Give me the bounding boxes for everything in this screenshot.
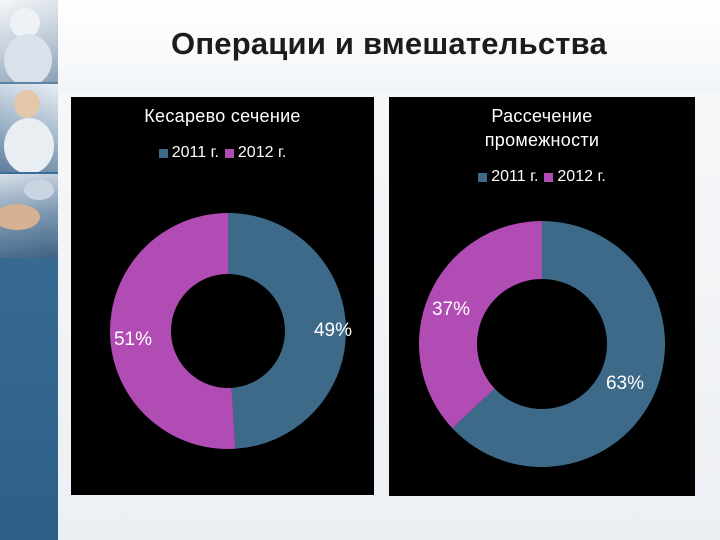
chart-title-caesarean: Кесарево сечение [144, 106, 301, 126]
legend-label-2011: 2011 г. [171, 144, 219, 161]
legend-swatch-2011 [478, 172, 488, 182]
medical-photo-middle [0, 84, 58, 172]
medical-photo-top [0, 0, 58, 82]
legend-label-2011: 2011 г. [491, 168, 539, 185]
chart-title-episiotomy-line-1: Рассечение [491, 106, 593, 126]
legend-swatch-2011 [158, 148, 168, 158]
chart-panel-episiotomy: Рассечение промежности 2011 г. 2012 г. 6… [389, 97, 695, 496]
legend-label-2012: 2012 г. [237, 144, 287, 161]
legend-item-2012: 2012 г. [224, 144, 287, 162]
legend-swatch-2012 [544, 172, 554, 182]
legend-swatch-2012 [224, 148, 234, 158]
legend-episiotomy: 2011 г. 2012 г. [389, 168, 695, 186]
medical-photo-bottom [0, 174, 58, 258]
data-label-episiotomy-2012: 37% [432, 299, 470, 320]
slice-caesarean-2012 [110, 213, 236, 449]
title-band [58, 0, 720, 92]
slice-caesarean-2011 [228, 213, 347, 449]
slice-episiotomy-2011 [452, 221, 665, 467]
chart-title-episiotomy: Рассечение промежности [389, 104, 695, 152]
doughnut-chart-episiotomy: 63% 37% [419, 221, 665, 467]
legend-item-2011: 2011 г. [478, 168, 538, 186]
chart-panel-caesarean: Кесарево сечение 2011 г. 2012 г. 49% 51% [71, 97, 374, 495]
chart-title-episiotomy-line-2: промежности [484, 130, 600, 150]
slice-episiotomy-2012 [419, 221, 542, 429]
legend-item-2011: 2011 г. [158, 144, 219, 162]
data-label-episiotomy-2011: 63% [606, 373, 644, 394]
slide-title: Операции и вмешательства [171, 26, 607, 61]
legend-item-2012: 2012 г. [544, 168, 606, 186]
data-label-caesarean-2012: 51% [114, 329, 152, 350]
legend-label-2012: 2012 г. [557, 168, 606, 185]
doughnut-chart-caesarean: 49% 51% [110, 213, 352, 449]
data-label-caesarean-2011: 49% [314, 320, 352, 341]
legend-caesarean: 2011 г. 2012 г. [71, 144, 374, 162]
